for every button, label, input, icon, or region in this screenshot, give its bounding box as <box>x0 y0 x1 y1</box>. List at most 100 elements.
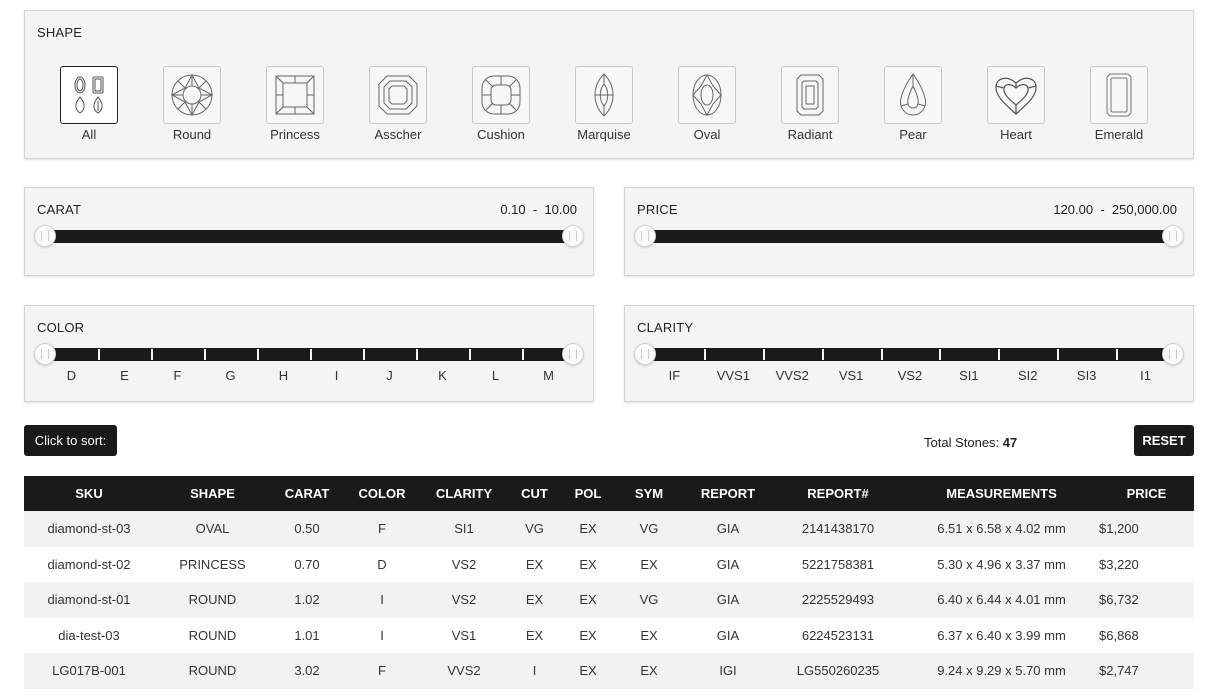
table-cell: VS1 <box>421 617 507 653</box>
shape-option-pear[interactable]: Pear <box>873 66 953 142</box>
clarity-grade-label[interactable]: VS1 <box>838 368 864 383</box>
color-grade-label[interactable]: D <box>66 368 77 383</box>
table-cell: 6.51 x 6.58 x 4.02 mm <box>904 511 1099 547</box>
table-header-row: SKU SHAPE CARAT COLOR CLARITY CUT POL SYM REPORT… <box>24 476 1194 511</box>
color-grade-label[interactable]: G <box>225 368 236 383</box>
shape-option-cushion[interactable]: Cushion <box>461 66 541 142</box>
table-cell: IGI <box>684 653 772 689</box>
shape-option-round[interactable]: Round <box>152 66 232 142</box>
shape-option-princess[interactable]: Princess <box>255 66 335 142</box>
table-cell: OVAL <box>154 511 271 547</box>
clarity-grade-label[interactable]: SI3 <box>1076 368 1097 383</box>
clarity-grade-label[interactable]: SI2 <box>1018 368 1038 383</box>
carat-max-handle[interactable] <box>562 225 584 247</box>
carat-slider-track[interactable] <box>34 225 584 247</box>
color-slider-track[interactable] <box>34 343 584 365</box>
column-header[interactable]: CUT <box>507 476 562 511</box>
color-grade-label[interactable]: F <box>173 368 182 383</box>
table-cell: GIA <box>684 617 772 653</box>
table-cell: ROUND <box>154 582 271 618</box>
table-row[interactable]: diamond-st-02 PRINCESS 0.70 D VS2 EX EX EX GIA 52… <box>24 546 1194 582</box>
column-header[interactable]: CARAT <box>271 476 343 511</box>
color-segment-divider <box>151 349 153 360</box>
shape-option-emerald[interactable]: Emerald <box>1079 66 1159 142</box>
clarity-slider-track[interactable] <box>634 343 1184 365</box>
price-range-readout: 120.00 - 250,000.00 <box>1053 202 1177 217</box>
column-header[interactable]: SHAPE <box>154 476 271 511</box>
color-grade-label[interactable]: H <box>278 368 289 383</box>
table-cell: EX <box>562 511 614 547</box>
color-grade-label[interactable]: L <box>491 368 500 383</box>
column-header[interactable]: PRICE <box>1099 476 1194 511</box>
clarity-segment-divider <box>880 349 883 360</box>
price-slider-track[interactable] <box>634 225 1184 247</box>
color-min-handle[interactable] <box>34 343 56 365</box>
table-cell: $6,732 <box>1099 582 1194 618</box>
table-cell: EX <box>562 582 614 618</box>
table-row[interactable]: LG017B-001 ROUND 3.02 F VVS2 I EX EX IGI LG550260… <box>24 653 1194 689</box>
clarity-max-handle[interactable] <box>1162 343 1184 365</box>
sort-button[interactable]: Click to sort: <box>24 425 117 456</box>
price-max-handle[interactable] <box>1162 225 1184 247</box>
column-header[interactable]: REPORT# <box>772 476 904 511</box>
table-cell: 6.40 x 6.44 x 4.01 mm <box>904 582 1099 618</box>
color-grade-label[interactable]: J <box>386 368 393 383</box>
table-cell: EX <box>614 546 684 582</box>
table-cell: LG017B-001 <box>24 653 154 689</box>
table-row[interactable]: dia-test-03 ROUND 1.01 I VS1 EX EX EX GIA 6224523… <box>24 617 1194 653</box>
table-cell: EX <box>507 546 562 582</box>
clarity-grade-label[interactable]: SI1 <box>959 368 979 383</box>
table-row[interactable]: diamond-st-03 OVAL 0.50 F SI1 VG EX VG GIA 214143… <box>24 511 1194 547</box>
shape-title: SHAPE <box>37 25 83 40</box>
shape-option-all[interactable]: All <box>49 66 129 142</box>
color-max-handle[interactable] <box>562 343 584 365</box>
table-cell: EX <box>507 617 562 653</box>
color-grade-label[interactable]: K <box>438 368 447 383</box>
table-cell: SI1 <box>421 511 507 547</box>
clarity-min-handle[interactable] <box>634 343 656 365</box>
carat-filter-panel: CARAT 0.10 - 10.00 <box>24 187 594 276</box>
table-cell: VG <box>614 511 684 547</box>
color-grade-label[interactable]: I <box>334 368 339 383</box>
table-cell: $2,747 <box>1099 653 1194 689</box>
shape-option-heart[interactable]: Heart <box>976 66 1056 142</box>
column-header[interactable]: REPORT <box>684 476 772 511</box>
carat-min-value: 0.10 <box>500 202 526 217</box>
color-grade-label[interactable]: M <box>543 368 554 383</box>
shape-option-oval[interactable]: Oval <box>667 66 747 142</box>
clarity-grade-label[interactable]: VVS1 <box>716 368 750 383</box>
shape-option-asscher[interactable]: Asscher <box>358 66 438 142</box>
clarity-grade-label[interactable]: VS2 <box>897 368 923 383</box>
table-cell: F <box>343 653 421 689</box>
table-cell: 5221758381 <box>772 546 904 582</box>
table-cell: diamond-st-01 <box>24 582 154 618</box>
table-cell: EX <box>614 653 684 689</box>
emerald-diamond-icon <box>1090 66 1148 124</box>
column-header[interactable]: SYM <box>614 476 684 511</box>
reset-button[interactable]: RESET <box>1134 425 1194 456</box>
shape-option-marquise[interactable]: Marquise <box>564 66 644 142</box>
column-header[interactable]: SKU <box>24 476 154 511</box>
clarity-grade-label[interactable]: IF <box>668 368 681 383</box>
clarity-grade-label[interactable]: I1 <box>1140 368 1151 383</box>
clarity-title: CLARITY <box>637 320 694 335</box>
carat-min-handle[interactable] <box>34 225 56 247</box>
table-cell: 2141438170 <box>772 511 904 547</box>
column-header[interactable]: CLARITY <box>421 476 507 511</box>
table-cell: dia-test-03 <box>24 617 154 653</box>
clarity-segment-divider <box>703 349 706 360</box>
clarity-grade-label[interactable]: VVS2 <box>775 368 809 383</box>
color-grade-label[interactable]: E <box>120 368 129 383</box>
shape-label: Princess <box>270 127 320 142</box>
price-min-handle[interactable] <box>634 225 656 247</box>
shape-option-radiant[interactable]: Radiant <box>770 66 850 142</box>
color-segment-divider <box>310 349 312 360</box>
color-segment-divider <box>522 349 524 360</box>
color-filter-panel: COLOR D E F G H I J K L M <box>24 305 594 402</box>
princess-diamond-icon <box>266 66 324 124</box>
table-cell: VS2 <box>421 546 507 582</box>
column-header[interactable]: POL <box>562 476 614 511</box>
column-header[interactable]: MEASUREMENTS <box>904 476 1099 511</box>
column-header[interactable]: COLOR <box>343 476 421 511</box>
table-row[interactable]: diamond-st-01 ROUND 1.02 I VS2 EX EX VG GIA 22255… <box>24 582 1194 618</box>
